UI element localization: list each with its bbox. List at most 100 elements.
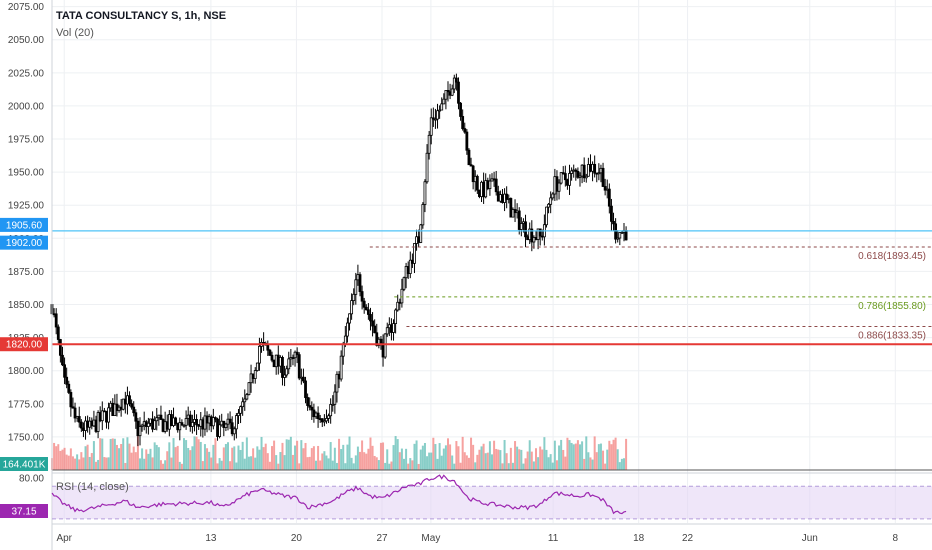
volume-bar bbox=[147, 453, 150, 470]
volume-bar bbox=[593, 436, 596, 470]
candle-body bbox=[67, 383, 71, 393]
volume-bar bbox=[472, 444, 475, 470]
volume-bar bbox=[526, 451, 529, 470]
candle-body bbox=[243, 398, 247, 403]
price-axis[interactable]: 2075.00 2050.00 2025.00 2000.00 1975.00 1950.… bbox=[8, 2, 45, 484]
volume-bar bbox=[537, 457, 540, 470]
volume-bar bbox=[128, 443, 131, 470]
volume-bar bbox=[283, 455, 286, 470]
volume-bar bbox=[530, 451, 533, 470]
candle-body bbox=[329, 404, 333, 417]
volume-bar bbox=[315, 460, 317, 470]
volume-bar bbox=[465, 455, 468, 470]
volume-bar bbox=[168, 442, 171, 470]
candle-body bbox=[178, 422, 182, 431]
horizontal-levels[interactable] bbox=[52, 230, 932, 346]
candle-body bbox=[364, 306, 368, 311]
volume-bar bbox=[440, 455, 443, 470]
candle-body bbox=[107, 407, 110, 423]
volume-bar bbox=[59, 450, 62, 470]
volume-bar bbox=[55, 446, 58, 470]
volume-bar bbox=[363, 452, 366, 470]
candle-body bbox=[450, 88, 454, 96]
volume-bar bbox=[572, 444, 575, 470]
volume-bar bbox=[145, 449, 148, 470]
fib-level-label: 0.886(1833.35) bbox=[858, 331, 926, 342]
volume-bar bbox=[256, 446, 259, 470]
candle-body bbox=[190, 422, 194, 427]
volume-bar bbox=[195, 436, 198, 470]
candle-body bbox=[281, 356, 284, 378]
candle-body bbox=[182, 424, 186, 427]
candle-body bbox=[545, 206, 548, 226]
candle-body bbox=[385, 327, 389, 335]
price-tick-label: 2000.00 bbox=[8, 101, 45, 112]
volume-bar bbox=[499, 450, 502, 470]
candle-body bbox=[304, 380, 307, 398]
volume-bar bbox=[331, 460, 334, 470]
candle-body bbox=[245, 394, 249, 400]
volume-bar bbox=[231, 447, 234, 470]
volume-bar bbox=[528, 440, 531, 470]
candle-body bbox=[574, 169, 578, 172]
volume-bar bbox=[467, 457, 470, 470]
candlestick-series bbox=[50, 73, 628, 447]
volume-bar bbox=[277, 463, 280, 470]
candle-body bbox=[446, 90, 450, 93]
time-tick-label: 22 bbox=[682, 533, 694, 544]
volume-bar bbox=[69, 448, 72, 470]
time-axis[interactable]: Apr 13 20 27 May 11 18 22 Jun 8 bbox=[56, 533, 898, 544]
volume-bar bbox=[400, 448, 403, 470]
volume-value-tag-bg bbox=[0, 457, 48, 471]
price-tags: 1905.60 1902.00 1820.00 164.401K 37.15 bbox=[0, 217, 48, 518]
fibonacci-levels[interactable]: 0.618(1893.45) 0.786(1855.80) 0.886(1833.3… bbox=[369, 246, 932, 342]
volume-bar bbox=[514, 441, 517, 470]
time-tick-label: 18 bbox=[633, 533, 645, 544]
rsi-indicator-label[interactable]: RSI (14, close) bbox=[56, 481, 129, 493]
volume-bar bbox=[361, 440, 364, 470]
volume-bar bbox=[166, 451, 169, 470]
volume-bar bbox=[478, 449, 481, 470]
volume-bar bbox=[463, 452, 466, 470]
candle-body bbox=[373, 325, 377, 334]
candle-body bbox=[369, 314, 372, 322]
volume-bar bbox=[170, 457, 173, 470]
candle-body bbox=[509, 198, 513, 218]
volume-bar bbox=[247, 456, 250, 470]
volume-bar bbox=[61, 449, 64, 470]
volume-bar bbox=[583, 458, 586, 470]
candle-body bbox=[582, 164, 586, 179]
candle-body bbox=[547, 203, 550, 208]
candle-body bbox=[352, 293, 356, 301]
candle-body bbox=[442, 98, 446, 105]
volume-bars bbox=[51, 436, 628, 470]
volume-bar bbox=[327, 458, 330, 470]
volume-bar bbox=[136, 436, 139, 470]
volume-bar bbox=[570, 442, 573, 470]
volume-indicator-label[interactable]: Vol (20) bbox=[56, 27, 94, 39]
volume-bar bbox=[495, 448, 498, 470]
candle-body bbox=[559, 172, 563, 184]
volume-bar bbox=[428, 452, 431, 470]
candle-body bbox=[488, 180, 492, 190]
candle-body bbox=[306, 397, 310, 406]
volume-bar bbox=[371, 445, 374, 470]
candle-body bbox=[310, 406, 314, 411]
volume-bar bbox=[579, 444, 581, 470]
candle-body bbox=[578, 175, 582, 178]
rsi-pane bbox=[51, 474, 932, 520]
price-tick-label: 1800.00 bbox=[8, 366, 45, 377]
candle-body bbox=[230, 422, 234, 435]
volume-bar bbox=[623, 458, 625, 470]
volume-bar bbox=[281, 442, 284, 470]
candle-body bbox=[620, 232, 624, 234]
volume-bar bbox=[82, 457, 85, 470]
volume-bar bbox=[206, 448, 209, 470]
volume-bar bbox=[585, 436, 588, 470]
volume-bar bbox=[377, 460, 380, 470]
volume-bar bbox=[602, 450, 605, 470]
volume-bar bbox=[616, 449, 619, 470]
candle-body bbox=[519, 223, 523, 230]
volume-bar bbox=[130, 452, 133, 470]
